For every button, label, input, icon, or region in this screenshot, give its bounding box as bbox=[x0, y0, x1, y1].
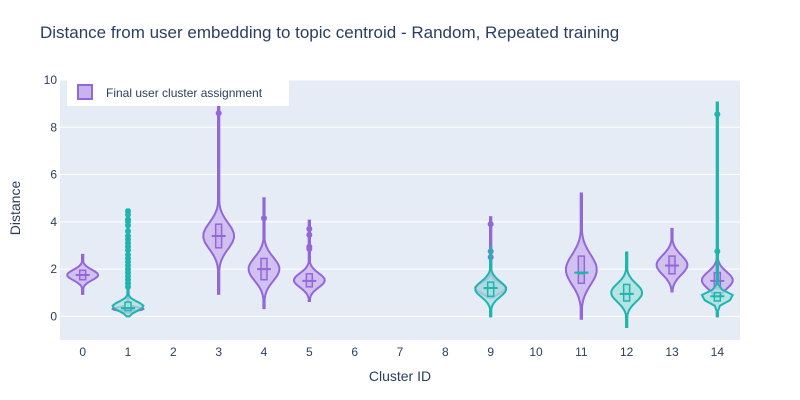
outlier-point bbox=[125, 222, 131, 229]
y-tick-label: 4 bbox=[50, 215, 57, 229]
x-tick-label: 7 bbox=[397, 345, 404, 359]
y-axis-title: Distance bbox=[7, 181, 23, 236]
y-tick-labels: 0 2 4 6 8 10 bbox=[44, 73, 58, 323]
x-tick-label: 5 bbox=[306, 345, 313, 359]
x-tick-labels: 0 1 2 3 4 5 6 7 8 9 10 11 12 13 14 bbox=[79, 345, 724, 359]
x-tick-label: 6 bbox=[351, 345, 358, 359]
violin-teal-cluster-12[interactable] bbox=[610, 251, 644, 328]
outlier-point bbox=[125, 247, 131, 254]
x-tick-label: 0 bbox=[79, 345, 86, 359]
x-tick-label: 12 bbox=[620, 345, 634, 359]
legend[interactable]: Final user cluster assignment bbox=[67, 78, 289, 106]
outlier-point bbox=[215, 110, 222, 117]
legend-box bbox=[67, 78, 289, 106]
violin-purple-cluster-4[interactable] bbox=[247, 197, 281, 310]
outlier-point bbox=[487, 221, 494, 228]
x-tick-label: 2 bbox=[170, 345, 177, 359]
violin-purple-cluster-0[interactable] bbox=[66, 253, 100, 295]
violin-box bbox=[622, 283, 631, 302]
x-tick-label: 9 bbox=[487, 345, 494, 359]
chart-title: Distance from user embedding to topic ce… bbox=[40, 23, 619, 42]
outlier-point bbox=[306, 225, 313, 232]
violin-box bbox=[577, 255, 586, 285]
x-tick-label: 10 bbox=[529, 345, 543, 359]
violin-body bbox=[292, 219, 326, 302]
x-axis-title: Cluster ID bbox=[369, 368, 431, 384]
outlier-point bbox=[714, 248, 721, 255]
violin-teal-cluster-1[interactable] bbox=[111, 208, 145, 318]
violin-purple-cluster-5[interactable] bbox=[292, 219, 326, 302]
x-tick-label: 1 bbox=[125, 345, 132, 359]
violin-box bbox=[124, 301, 132, 312]
violin-teal-cluster-11[interactable] bbox=[574, 271, 589, 275]
violin-purple-cluster-13[interactable] bbox=[655, 227, 689, 293]
outlier-point bbox=[125, 228, 131, 235]
y-tick-label: 6 bbox=[50, 168, 57, 182]
gridlines bbox=[60, 79, 740, 317]
violin-body bbox=[247, 197, 281, 310]
x-tick-label: 4 bbox=[261, 345, 268, 359]
violin-purple-cluster-3[interactable] bbox=[202, 105, 236, 295]
violins bbox=[66, 101, 735, 328]
y-tick-label: 10 bbox=[44, 73, 58, 87]
x-tick-label: 8 bbox=[442, 345, 449, 359]
violin-teal-cluster-14[interactable] bbox=[700, 101, 735, 318]
outlier-point bbox=[306, 231, 313, 238]
x-tick-label: 3 bbox=[215, 345, 222, 359]
x-tick-label: 11 bbox=[575, 345, 588, 359]
x-tick-label: 14 bbox=[711, 345, 725, 359]
legend-label: Final user cluster assignment bbox=[106, 86, 263, 100]
y-tick-label: 8 bbox=[50, 120, 57, 134]
outlier-point bbox=[261, 215, 267, 222]
violin-box bbox=[486, 281, 495, 298]
violin-teal-cluster-9[interactable] bbox=[474, 246, 508, 318]
outlier-point bbox=[306, 246, 313, 252]
outlier-point bbox=[125, 283, 131, 290]
y-tick-label: 0 bbox=[50, 309, 57, 323]
outlier-point bbox=[125, 211, 131, 218]
y-tick-label: 2 bbox=[50, 262, 57, 276]
x-tick-label: 13 bbox=[665, 345, 679, 359]
outlier-point bbox=[714, 111, 721, 118]
legend-swatch bbox=[77, 84, 93, 100]
